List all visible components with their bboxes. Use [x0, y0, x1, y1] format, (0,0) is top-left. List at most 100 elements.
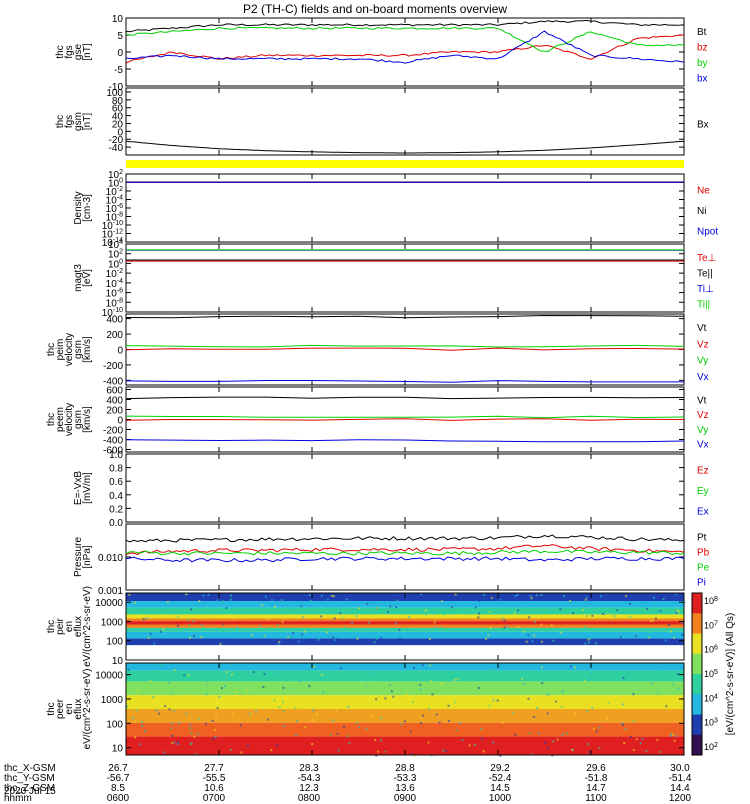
spectrogram-pixel — [587, 638, 590, 641]
spectrogram-pixel — [561, 666, 564, 669]
y-tick-label: 1.0 — [109, 450, 123, 461]
spectrogram-band — [126, 681, 684, 696]
spectrogram-pixel — [424, 613, 427, 616]
spectrogram-pixel — [395, 606, 398, 609]
spectrogram-pixel — [579, 632, 582, 635]
spectrogram-pixel — [127, 668, 130, 671]
spectrogram-pixel — [376, 607, 379, 610]
spectrogram-pixel — [185, 712, 188, 715]
legend-label: Pe — [697, 563, 710, 574]
colorbar-tick-label: 102 — [704, 742, 718, 752]
spectrogram-pixel — [332, 595, 335, 598]
legend-label: Te|| — [697, 268, 713, 279]
spectrogram-band — [126, 607, 684, 615]
spectrogram-pixel — [170, 727, 173, 730]
spectrogram-pixel — [394, 634, 397, 637]
y-tick-label: 10000 — [95, 671, 123, 682]
spectrogram-pixel — [540, 640, 543, 643]
spectrogram-pixel — [478, 686, 481, 689]
spectrogram-pixel — [308, 685, 311, 688]
spectrogram-pixel — [588, 641, 591, 644]
spectrogram-pixel — [254, 707, 257, 710]
y-axis-label: E=-VxB[mV/m] — [73, 471, 93, 506]
spectrogram-pixel — [236, 626, 239, 629]
y-tick-label: 0 — [117, 416, 123, 427]
y-axis-label-line: [mV/m] — [82, 472, 93, 504]
tick-base: 10 — [102, 238, 114, 249]
y-axis-label-line: [nT] — [82, 43, 93, 60]
legend-label: Pt — [697, 533, 707, 544]
spectrogram-pixel — [513, 611, 516, 614]
spectrogram-pixel — [384, 750, 387, 753]
spectrogram-pixel — [549, 695, 552, 698]
series-line-Pi — [125, 556, 685, 563]
spectrogram-pixel — [399, 637, 402, 640]
series-line-Pb — [125, 544, 685, 556]
spectrogram-pixel — [326, 598, 329, 601]
footer-value: -56.7 — [106, 773, 130, 784]
spectrogram-pixel — [648, 632, 651, 635]
spectrogram-pixel — [490, 668, 493, 671]
spectrogram-pixel — [554, 700, 557, 703]
spectrogram-pixel — [200, 636, 203, 639]
spectrogram-pixel — [520, 607, 523, 610]
y-tick-label: 0 — [117, 346, 123, 357]
tick-base: 10 — [704, 620, 714, 630]
spectrogram-pixel — [564, 695, 567, 698]
spectrogram-pixel — [374, 738, 377, 741]
spectrogram-pixel — [533, 634, 536, 637]
spectrogram-pixel — [312, 719, 315, 722]
spectrogram-pixel — [281, 700, 284, 703]
spectrogram-pixel — [639, 742, 642, 745]
spectrogram-pixel — [675, 593, 678, 596]
y-tick-label: -400 — [103, 436, 123, 447]
spectrogram-pixel — [273, 605, 276, 608]
y-axis-label-line: Density — [73, 191, 84, 224]
tick-base: 10 — [106, 289, 118, 300]
spectrogram-pixel — [659, 750, 662, 753]
y-tick-label: 102 — [108, 169, 123, 181]
footer-label: thc_Z-GSM — [4, 783, 56, 794]
spectrogram-pixel — [158, 712, 161, 715]
spectrogram-pixel — [192, 634, 195, 637]
spectrogram-pixel — [478, 612, 481, 615]
colorbar-frame — [691, 592, 703, 756]
tick-exponent: -4 — [117, 278, 123, 285]
spectrogram-pixel — [664, 639, 667, 642]
spectrogram-pixel — [560, 631, 563, 634]
spectrogram-pixel — [356, 637, 359, 640]
legend-label: Vz — [697, 410, 709, 421]
spectrogram-pixel — [163, 751, 166, 754]
spectrogram-pixel — [308, 594, 311, 597]
spectrogram-pixel — [427, 741, 430, 744]
series-line-Pe — [125, 549, 685, 556]
spectrogram-pixel — [528, 616, 531, 619]
spectrogram-pixel — [432, 612, 435, 615]
spectrogram-pixel — [522, 630, 525, 633]
spectrogram-pixel — [345, 598, 348, 601]
spectrogram-pixel — [279, 641, 282, 644]
spectrogram-pixel — [185, 694, 188, 697]
spectrogram-pixel — [421, 714, 424, 717]
spectrogram-pixel — [222, 600, 225, 603]
spectrogram-pixel — [223, 627, 226, 630]
spectrogram-pixel — [653, 629, 656, 632]
spectrogram-pixel — [236, 604, 239, 607]
spectrogram-pixel — [232, 617, 235, 620]
spectrogram-pixel — [300, 605, 303, 608]
y-axis-label-line: [nPa] — [82, 545, 93, 569]
y-tick-label: 10-6 — [106, 288, 123, 300]
spectrogram-pixel — [282, 724, 285, 727]
spectrogram-pixel — [298, 680, 301, 683]
spectrogram-pixel — [456, 677, 459, 680]
spectrogram-pixel — [145, 617, 148, 620]
spectrogram-pixel — [317, 638, 320, 641]
spectrogram-pixel — [552, 639, 555, 642]
spectrogram-pixel — [459, 722, 462, 725]
spectrogram-pixel — [405, 693, 408, 696]
spectrogram-pixel — [494, 599, 497, 602]
tick-base: 10 — [108, 179, 120, 190]
spectrogram-pixel — [149, 632, 152, 635]
footer-value: 30.0 — [670, 763, 690, 774]
